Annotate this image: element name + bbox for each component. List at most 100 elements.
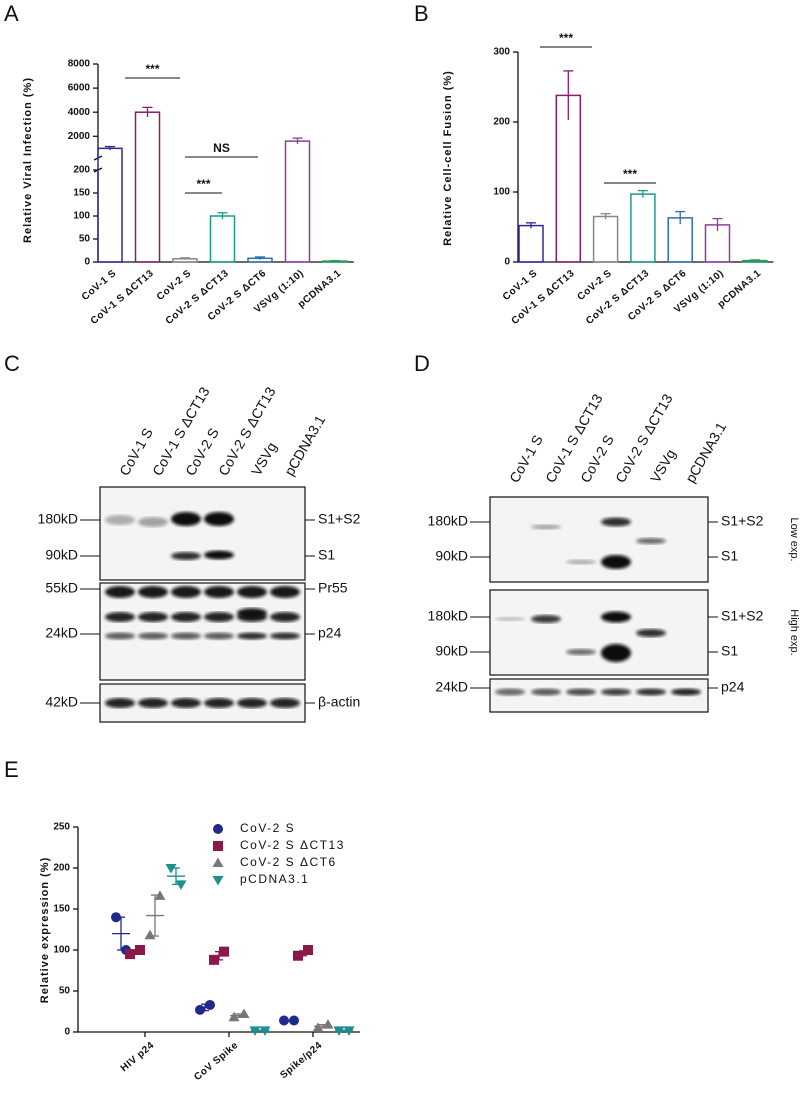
band [270, 698, 300, 708]
mw-marker: 24kD [435, 679, 468, 695]
significance-label: NS [213, 141, 230, 155]
legend-label: CoV-2 S [240, 821, 295, 835]
band [204, 512, 234, 526]
bar [97, 147, 123, 263]
lane-label: pCDNA3.1 [682, 419, 729, 485]
y-tick-label: 50 [79, 234, 91, 245]
band-label: S1+S2 [318, 511, 361, 527]
band [636, 629, 666, 637]
marker [343, 1026, 355, 1036]
y-tick-label: 100 [73, 211, 90, 222]
band [138, 586, 168, 598]
y-tick-label: 300 [493, 47, 510, 58]
y-tick-label: 100 [493, 187, 510, 198]
significance-label: *** [145, 62, 159, 76]
bar [209, 215, 236, 263]
marker [303, 945, 313, 955]
band [105, 515, 135, 525]
legend-label: CoV-2 S ΔCT6 [240, 855, 337, 869]
bar [284, 140, 311, 263]
marker [165, 864, 177, 874]
bar [667, 217, 693, 263]
band [671, 688, 701, 696]
band [105, 698, 135, 708]
y-tick-label: 8000 [68, 59, 91, 70]
lane-label: VSVg [248, 439, 280, 478]
y-tick-label: 150 [53, 904, 70, 915]
legend-label: pCDNA3.1 [240, 872, 309, 886]
y-tick-label: 6000 [68, 83, 91, 94]
marker [219, 946, 229, 957]
exposure-label: High exp. [788, 609, 800, 655]
marker [279, 1015, 289, 1026]
band-label: p24 [318, 625, 342, 641]
band [270, 586, 300, 598]
band [171, 698, 201, 708]
marker [213, 824, 223, 834]
band [138, 632, 168, 640]
band [270, 612, 300, 622]
y-tick-label: 4000 [68, 107, 91, 118]
band [566, 688, 596, 696]
band [237, 608, 267, 618]
legend-swatch [212, 876, 224, 886]
marker [322, 1019, 334, 1029]
bar [555, 94, 582, 263]
blot-strip [489, 589, 709, 676]
lane-label: VSVg [647, 446, 679, 485]
marker [212, 857, 224, 867]
band [531, 524, 561, 530]
significance-label: *** [196, 177, 210, 191]
band [601, 644, 631, 662]
band-label: S1 [721, 548, 738, 564]
marker [125, 949, 135, 960]
band [204, 698, 234, 708]
marker [135, 945, 145, 955]
band [531, 615, 561, 623]
marker [289, 1015, 299, 1026]
band [270, 632, 300, 640]
blot-strip [99, 486, 306, 581]
lane-label: CoV-1 S [506, 432, 546, 485]
marker [175, 880, 187, 890]
marker [333, 1026, 345, 1036]
band [601, 555, 631, 569]
band [105, 586, 135, 598]
bar [630, 193, 656, 263]
band [138, 612, 168, 622]
panel-letter: B [414, 1, 429, 26]
marker [213, 841, 223, 851]
significance-label: *** [559, 31, 573, 45]
band [204, 586, 234, 598]
band [138, 517, 168, 527]
band-label: S1+S2 [721, 608, 764, 624]
band [601, 517, 631, 527]
band [105, 632, 135, 640]
band-label: S1 [721, 643, 738, 659]
band [495, 617, 525, 621]
marker [238, 1008, 250, 1018]
x-tick-label: CoV-1 S ΔCT13 [89, 268, 156, 327]
bar [592, 215, 619, 263]
marker [111, 912, 121, 923]
mw-marker: 42kD [45, 694, 78, 710]
mw-marker: 24kD [45, 625, 78, 641]
lane-label: pCDNA3.1 [281, 412, 328, 478]
y-tick-label: 200 [73, 165, 90, 176]
mw-marker: 180kD [428, 608, 468, 624]
band [138, 698, 168, 708]
exposure-label: Low exp. [788, 517, 800, 561]
band [171, 586, 201, 598]
significance-label: *** [623, 167, 637, 181]
panel-letter: E [4, 757, 19, 782]
band [237, 632, 267, 640]
panel-letter: D [414, 351, 430, 376]
band [566, 559, 596, 565]
legend-swatch [213, 841, 223, 851]
mw-marker: 90kD [45, 547, 78, 563]
blot-strip [489, 496, 709, 583]
band [531, 688, 561, 696]
marker [312, 1022, 324, 1032]
band [171, 512, 201, 526]
